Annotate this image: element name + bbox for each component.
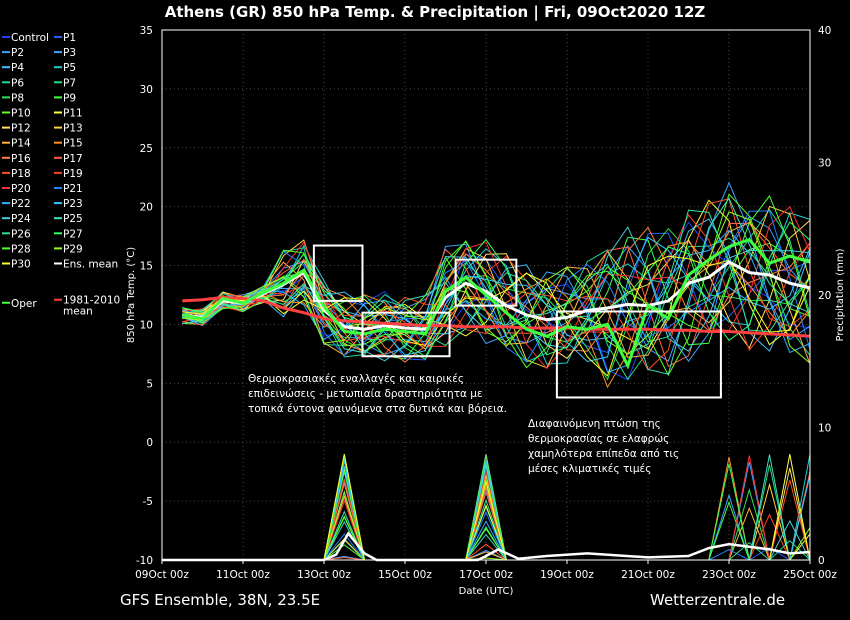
annotation-line: χαμηλότερα επίπεδα από τις	[528, 448, 679, 460]
footer-source: Wetterzentrale.de	[650, 591, 785, 609]
y-tick-label: 30	[140, 84, 153, 96]
member-line	[182, 215, 811, 363]
legend-label: P29	[63, 243, 83, 255]
legend-label: P27	[63, 228, 83, 240]
legend-label: P7	[63, 77, 76, 89]
legend-label: P15	[63, 138, 83, 150]
oper-line	[182, 237, 811, 370]
legend-label: P22	[11, 198, 31, 210]
axis-ticks: 35 30 25 20 15 10 5 0 -5 -10 40 30 20 10 0 09Oct 00z 11O…	[135, 25, 837, 581]
legend-label: P6	[11, 77, 24, 89]
legend-label: P3	[63, 47, 76, 59]
legend-label: P24	[11, 213, 31, 225]
legend-label: P25	[63, 213, 83, 225]
chart-title: Athens (GR) 850 hPa Temp. & Precipitatio…	[165, 3, 706, 22]
y-right-tick-label: 30	[818, 158, 831, 170]
legend-label: P28	[11, 243, 31, 255]
legend-label: P10	[11, 108, 31, 120]
y-right-tick-label: 0	[818, 555, 825, 567]
annotation-text: Θερμοκρασιακές εναλλαγές και καιρικές επι…	[248, 373, 507, 415]
annotation-line: μέσες κλιματικές τιμές	[528, 463, 651, 475]
annotation-line: Διαφαινόμενη πτώση της	[528, 418, 661, 430]
y-tick-label: 25	[140, 143, 153, 155]
y-tick-label: 0	[146, 437, 153, 449]
legend-label: P26	[11, 228, 31, 240]
legend-label: Control	[11, 32, 49, 44]
annotation-line: επιδεινώσεις - μετωπιαία δραστηριότητα μ…	[248, 388, 483, 400]
legend-label: P13	[63, 123, 83, 135]
highlight-boxes	[312, 244, 722, 399]
legend-label: P5	[63, 62, 76, 74]
member-line	[182, 236, 811, 363]
member-line	[182, 255, 811, 377]
legend-label: P20	[11, 183, 31, 195]
legend-label: Ens. mean	[63, 259, 118, 271]
annotation-line: Θερμοκρασιακές εναλλαγές και καιρικές	[248, 373, 464, 385]
x-tick-label: 23Oct 00z	[702, 569, 756, 581]
y-tick-label: 20	[140, 202, 153, 214]
highlight-box	[555, 310, 722, 399]
legend-label: P23	[63, 198, 83, 210]
annotation-line: τοπικά έντονα φαινόμενα στα δυτικά και β…	[248, 403, 507, 415]
legend-label: P19	[63, 168, 83, 180]
1981-2010-mean-line	[182, 295, 811, 338]
legend-label-line: 1981-2010	[63, 295, 120, 307]
legend-label: P12	[11, 123, 31, 135]
legend-label: P4	[11, 62, 24, 74]
legend-label: P16	[11, 153, 31, 165]
y-axis-label: 850 hPa Temp. (°C)	[126, 247, 137, 343]
y-tick-label: -10	[136, 555, 153, 567]
member-line	[182, 181, 811, 362]
x-tick-label: 25Oct 00z	[783, 569, 837, 581]
legend-label: P17	[63, 153, 83, 165]
y-right-tick-label: 20	[818, 290, 831, 302]
y-right-tick-label: 10	[818, 423, 831, 435]
legend-label: P8	[11, 92, 24, 104]
y-tick-label: 5	[146, 378, 153, 390]
x-tick-label: 19Oct 00z	[540, 569, 594, 581]
legend-label: P30	[11, 259, 31, 271]
highlight-box	[312, 244, 364, 302]
member-line	[182, 229, 811, 373]
legend-label: P14	[11, 138, 31, 150]
legend-label: P21	[63, 183, 83, 195]
x-axis-label: Date (UTC)	[459, 586, 514, 597]
annotation-text: Διαφαινόμενη πτώση της θερμοκρασίας σε ελ…	[528, 418, 679, 475]
ens-mean-precip-line	[162, 531, 811, 562]
x-tick-label: 11Oct 00z	[216, 569, 270, 581]
x-tick-label: 09Oct 00z	[135, 569, 189, 581]
highlight-box	[454, 258, 518, 307]
annotations: Θερμοκρασιακές εναλλαγές και καιρικές επι…	[248, 373, 679, 475]
y-right-tick-label: 40	[818, 25, 831, 37]
y-axis-right-label: Precipitation (mm)	[835, 248, 846, 341]
legend-label: P9	[63, 92, 76, 104]
legend-label-line: mean	[63, 306, 93, 318]
legend-label: P18	[11, 168, 31, 180]
legend-label: P11	[63, 108, 83, 120]
y-tick-label: -5	[143, 496, 153, 508]
legend-label: 1981-2010 mean	[63, 295, 120, 318]
legend-label: P1	[63, 32, 76, 44]
x-tick-label: 21Oct 00z	[621, 569, 675, 581]
highlight-box	[361, 311, 451, 358]
x-tick-label: 13Oct 00z	[297, 569, 351, 581]
y-tick-label: 35	[140, 25, 153, 37]
annotation-line: θερμοκρασίας σε ελαφρώς	[528, 433, 669, 445]
y-tick-label: 15	[140, 261, 153, 273]
y-tick-label: 10	[140, 319, 153, 331]
x-tick-label: 17Oct 00z	[459, 569, 513, 581]
main-series	[182, 237, 811, 370]
legend: Control P1 P2 P3 P4 P5 P6 P7 P8 P9 P10 P11 P12 P13 P14…	[2, 32, 120, 318]
x-tick-label: 15Oct 00z	[378, 569, 432, 581]
footer-model: GFS Ensemble, 38N, 23.5E	[120, 591, 320, 609]
member-line	[182, 226, 811, 362]
legend-label: P2	[11, 47, 24, 59]
legend-label: Oper	[11, 298, 37, 310]
member-line	[182, 221, 811, 358]
member-line	[182, 209, 811, 355]
